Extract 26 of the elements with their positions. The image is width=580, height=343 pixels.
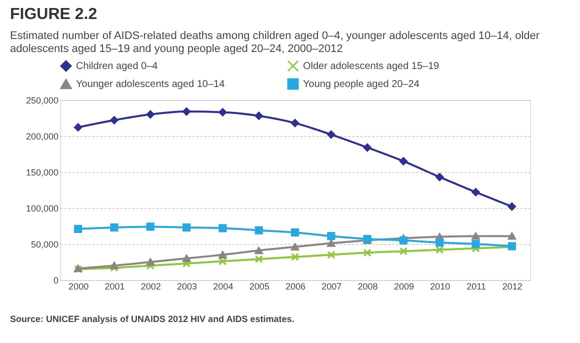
- x-tick-label: 2010: [430, 282, 450, 292]
- y-tick-label: 200,000: [26, 132, 58, 142]
- x-tick-label: 2002: [140, 282, 161, 292]
- x-tick-label: 2011: [466, 282, 486, 292]
- x-tick-label: 2007: [322, 282, 342, 292]
- source-note: Source: UNICEF analysis of UNAIDS 2012 HIV and AIDS estimates.: [10, 314, 294, 324]
- x-tick-label: 2005: [249, 282, 270, 292]
- x-tick-label: 2004: [213, 282, 234, 292]
- x-tick-label: 2012: [502, 282, 522, 292]
- x-tick-label: 2001: [104, 282, 125, 292]
- chart-subtitle: Estimated number of AIDS-related deaths among children aged 0–4, younger adolescents aged 10–14, older adolescents aged 15–19 and young people aged 20–24, 2000–2012: [10, 30, 540, 55]
- x-tick-label: 2008: [358, 282, 378, 292]
- x-tick-label: 2009: [394, 282, 414, 292]
- legend-label: Younger adolescents aged 10–14: [76, 79, 226, 90]
- chart-title: FIGURE 2.2: [10, 6, 98, 23]
- y-tick-label: 250,000: [26, 96, 58, 106]
- x-tick-label: 2003: [177, 282, 198, 292]
- y-tick-label: 100,000: [26, 204, 58, 214]
- y-tick-label: 50,000: [30, 240, 58, 250]
- y-tick-label: 0: [53, 276, 58, 286]
- legend-label: Children aged 0–4: [76, 61, 158, 72]
- y-tick-label: 150,000: [26, 168, 58, 178]
- legend-label: Older adolescents aged 15–19: [303, 61, 440, 72]
- x-tick-label: 2000: [68, 282, 89, 292]
- x-tick-label: 2006: [285, 282, 306, 292]
- legend-label: Young people aged 20–24: [303, 79, 420, 90]
